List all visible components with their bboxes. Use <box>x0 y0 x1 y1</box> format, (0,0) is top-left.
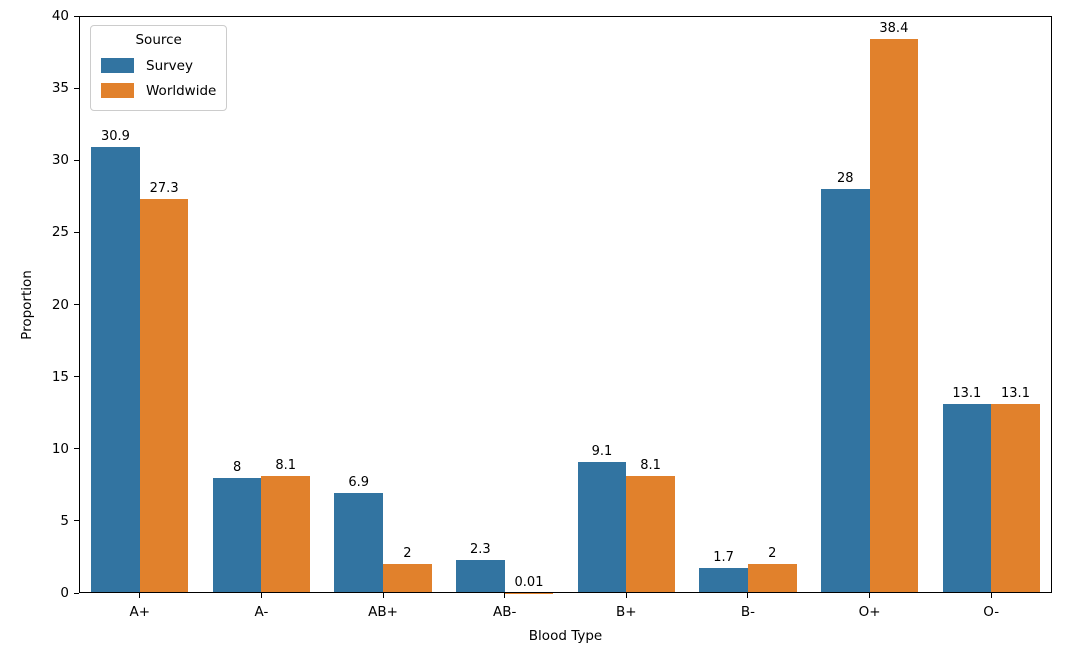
y-tick-label: 30 <box>51 152 69 169</box>
y-tick-mark <box>74 376 79 378</box>
x-tick-mark <box>625 593 627 598</box>
y-tick-mark <box>74 231 79 233</box>
y-tick-label: 40 <box>51 8 69 24</box>
y-tick-label: 10 <box>51 440 69 457</box>
bar-worldwide-B+ <box>626 476 675 593</box>
x-tick-mark <box>382 593 384 598</box>
y-tick-mark <box>74 448 79 450</box>
x-tick-label: O+ <box>858 604 881 620</box>
legend-entries: Survey Worldwide <box>101 53 216 103</box>
bar-worldwide-O+ <box>869 39 919 593</box>
bar-survey-O- <box>942 404 992 593</box>
y-tick-mark <box>74 87 79 89</box>
bar-survey-AB+ <box>334 493 384 593</box>
bar-value-label: 8 <box>232 459 242 475</box>
bar-value-label: 13.1 <box>1001 386 1030 402</box>
legend-entry-survey: Survey <box>101 53 216 78</box>
bar-worldwide-A- <box>261 476 311 593</box>
y-tick-label: 5 <box>60 512 69 529</box>
bar-value-label: 1.7 <box>713 550 734 566</box>
bar-value-label: 9.1 <box>591 443 613 459</box>
y-tick-label: 35 <box>51 80 69 97</box>
x-tick-mark <box>990 593 992 598</box>
bar-survey-A- <box>212 477 262 593</box>
legend-entry-label: Survey <box>146 57 193 74</box>
bar-worldwide-O- <box>991 404 1040 593</box>
bar-worldwide-AB+ <box>383 564 432 593</box>
worldwide-swatch <box>101 83 134 98</box>
bar-value-label: 27.3 <box>149 181 179 197</box>
bar-value-label: 8.1 <box>640 458 661 474</box>
x-tick-label: AB+ <box>368 604 398 620</box>
x-tick-label: O- <box>983 604 1000 620</box>
y-tick-label: 20 <box>51 296 69 313</box>
bar-worldwide-A+ <box>139 199 189 593</box>
bar-value-label: 0.01 <box>514 574 544 590</box>
legend-title: Source <box>135 32 182 48</box>
bar-value-label: 28 <box>836 171 854 187</box>
x-axis-title: Blood Type <box>528 628 603 644</box>
x-tick-label: A+ <box>129 604 151 620</box>
bar-survey-B- <box>699 568 748 593</box>
y-tick-mark <box>74 304 79 305</box>
y-tick-label: 25 <box>51 224 69 241</box>
x-tick-mark <box>869 593 871 598</box>
y-tick-mark <box>74 592 79 594</box>
bar-value-label: 30.9 <box>101 129 130 145</box>
x-tick-label: AB- <box>493 604 517 620</box>
bar-value-label: 2 <box>403 546 412 562</box>
legend-entry-worldwide: Worldwide <box>101 78 216 103</box>
bar-survey-A+ <box>91 147 140 593</box>
x-tick-mark <box>504 593 506 598</box>
x-tick-mark <box>139 593 141 598</box>
bar-worldwide-B- <box>747 564 797 593</box>
x-tick-mark <box>260 593 262 598</box>
bar-value-label: 13.1 <box>952 386 982 402</box>
bar-value-label: 6.9 <box>348 475 370 491</box>
bar-survey-O+ <box>820 189 870 593</box>
y-tick-label: 0 <box>60 585 69 601</box>
x-tick-mark <box>747 593 749 598</box>
y-tick-mark <box>74 159 79 161</box>
y-axis-title: Proportion <box>19 269 35 340</box>
bar-value-label: 2 <box>768 546 777 562</box>
bar-value-label: 8.1 <box>275 458 297 474</box>
y-tick-mark <box>74 15 79 17</box>
survey-swatch <box>101 58 134 73</box>
bar-value-label: 2.3 <box>470 541 491 557</box>
x-tick-label: B- <box>740 604 755 620</box>
bar-value-label: 38.4 <box>879 21 909 37</box>
y-tick-mark <box>74 520 79 522</box>
bar-survey-AB- <box>456 559 505 593</box>
bar-survey-B+ <box>577 461 627 593</box>
x-tick-label: B+ <box>616 604 637 620</box>
x-tick-label: A- <box>254 604 269 620</box>
legend: Source Survey Worldwide <box>90 25 228 111</box>
legend-entry-label: Worldwide <box>146 82 217 99</box>
y-tick-label: 15 <box>51 368 69 385</box>
